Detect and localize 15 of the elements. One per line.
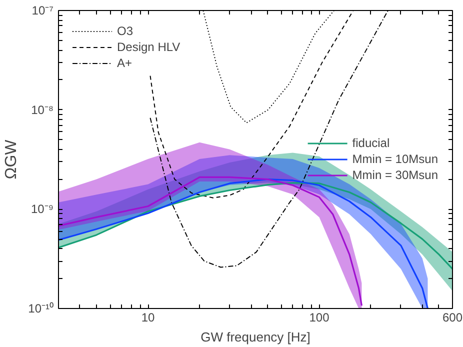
y-tick-label: 10⁻¹⁰	[28, 302, 54, 316]
x-tick-label: 600	[442, 310, 463, 324]
y-tick-label: 10⁻⁷	[32, 4, 54, 18]
legend-label: Design HLV	[117, 40, 180, 54]
y-tick-label: 10⁻⁸	[31, 102, 54, 117]
y-tick-label: 10⁻⁹	[31, 202, 54, 216]
legend-label: Mmin = 30Msun	[352, 168, 438, 182]
legend-label: fiducial	[352, 136, 390, 150]
legend-label: Mmin = 10Msun	[352, 152, 438, 166]
x-tick-label: 10	[141, 310, 156, 324]
y-axis-title: ΩGW	[3, 138, 20, 180]
legend-label: A+	[117, 56, 134, 70]
x-axis-title: GW frequency [Hz]	[200, 330, 310, 344]
x-tick-label: 100	[309, 310, 330, 324]
legend-label: O3	[117, 24, 134, 38]
